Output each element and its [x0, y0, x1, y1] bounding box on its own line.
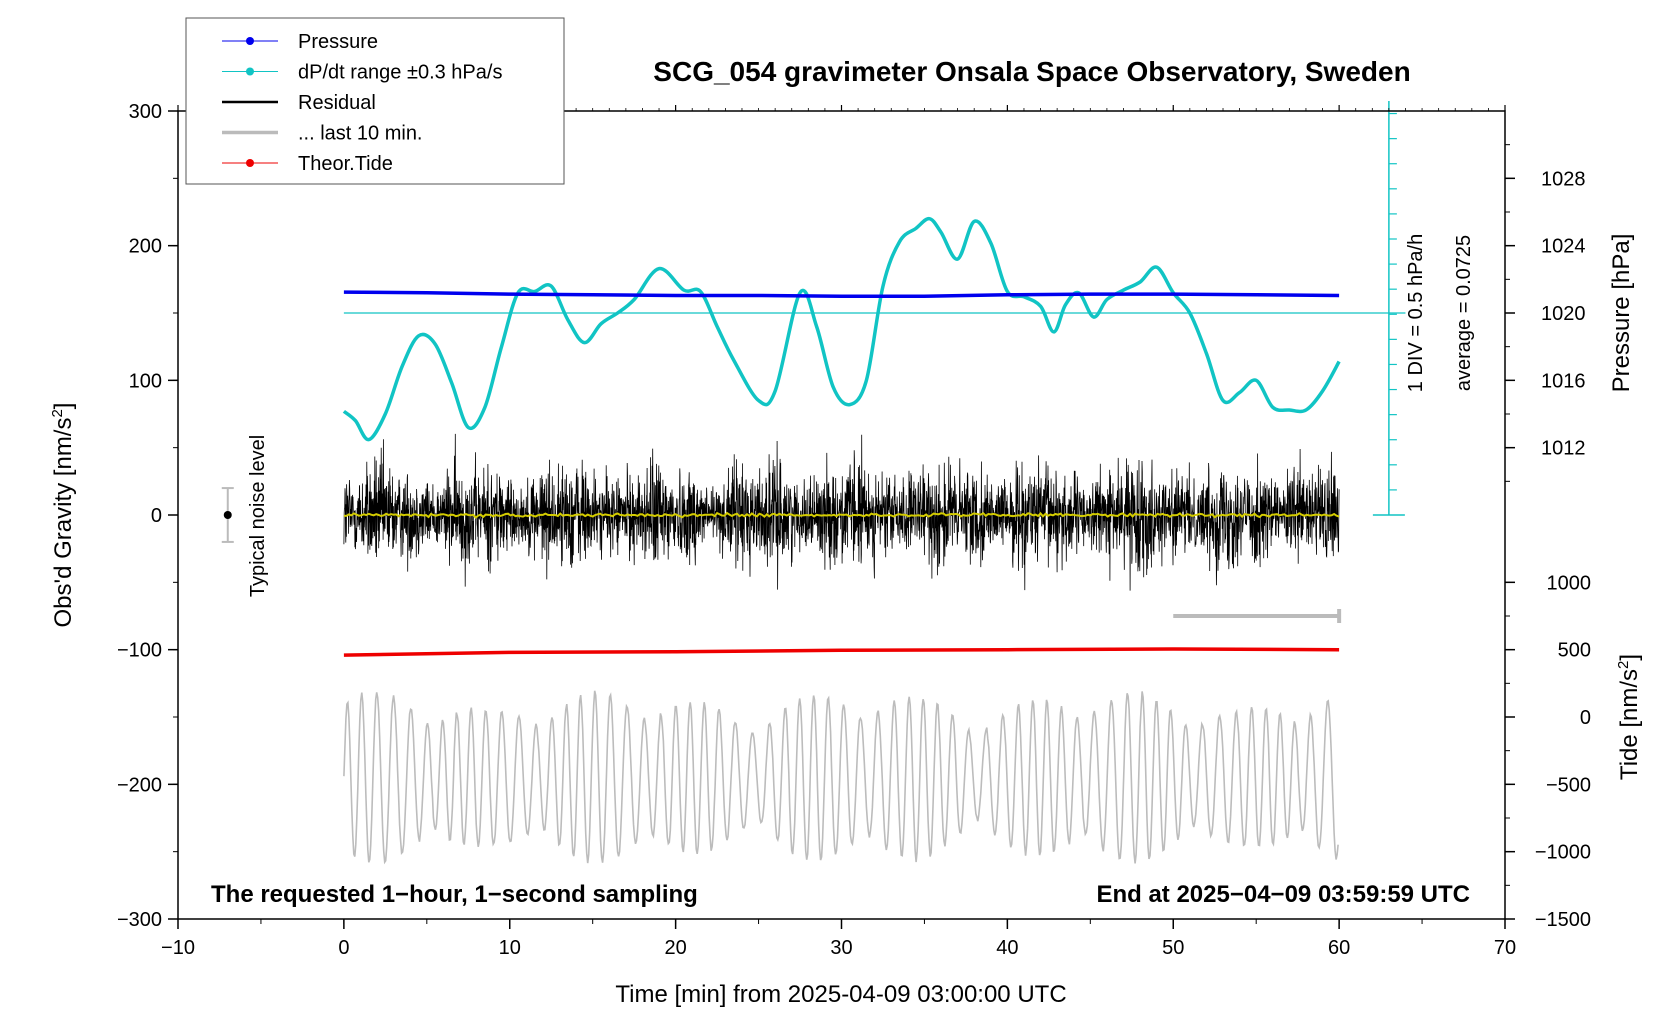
x-tick-label: −10	[161, 937, 195, 959]
x-axis-title: Time [min] from 2025-04-09 03:00:00 UTC	[615, 981, 1066, 1008]
legend-label: Pressure	[298, 31, 378, 53]
legend-swatch-marker	[246, 37, 254, 45]
pressure-tick-label: 1020	[1541, 303, 1586, 325]
x-tick-label: 40	[996, 937, 1018, 959]
tide-tick-label: −1500	[1535, 909, 1591, 931]
y-tick-label: −200	[117, 774, 162, 796]
legend-label: ... last 10 min.	[298, 123, 423, 145]
y-tick-label: 0	[151, 505, 162, 527]
x-tick-label: 0	[338, 937, 349, 959]
chart-title: SCG_054 gravimeter Onsala Space Observat…	[653, 56, 1410, 87]
x-tick-label: 30	[830, 937, 852, 959]
x-tick-label: 50	[1162, 937, 1184, 959]
pressure-tick-label: 1012	[1541, 438, 1586, 460]
legend-item: Residual	[222, 92, 376, 114]
pressure-tick-label: 1016	[1541, 370, 1586, 392]
footer-right-note: End at 2025−04−09 03:59:59 UTC	[1096, 881, 1470, 908]
noise-level-label: Typical noise level	[247, 435, 269, 597]
legend-item: Pressure	[222, 31, 378, 53]
x-tick-label: 60	[1328, 937, 1350, 959]
tide-tick-label: 500	[1558, 640, 1591, 662]
y-tick-label: −300	[117, 909, 162, 931]
x-tick-label: 70	[1494, 937, 1516, 959]
legend-swatch-marker	[246, 67, 254, 76]
tide-tick-label: −1000	[1535, 842, 1591, 864]
legend-item: Theor.Tide	[222, 153, 393, 175]
pressure-tick-label: 1024	[1541, 236, 1586, 258]
legend-item: dP/dt range ±0.3 hPa/s	[222, 62, 502, 84]
legend-item: ... last 10 min.	[222, 123, 423, 145]
tide-tick-label: 1000	[1547, 572, 1592, 594]
average-annotation: average = 0.0725	[1453, 235, 1475, 391]
legend-label: dP/dt range ±0.3 hPa/s	[298, 62, 502, 84]
tide-tick-label: −500	[1546, 774, 1591, 796]
legend-label: Theor.Tide	[298, 153, 393, 175]
div-annotation: 1 DIV = 0.5 hPa/h	[1405, 234, 1427, 392]
tide-line	[343, 647, 1340, 657]
y-axis-title-pressure: Pressure [hPa]	[1608, 234, 1635, 393]
y-axis-title-left: Obs'd Gravity [nm/s2]	[49, 403, 77, 628]
y-tick-label: 100	[129, 370, 162, 392]
noise-level-point	[223, 511, 232, 519]
residual-line	[343, 433, 1340, 591]
y-axis-title-tide: Tide [nm/s2]	[1615, 654, 1643, 780]
y-tick-label: 200	[129, 236, 162, 258]
tide-tick-label: 0	[1580, 707, 1591, 729]
legend-label: Residual	[298, 92, 376, 114]
residual-mean-line	[343, 511, 1340, 519]
pressure-tick-label: 1028	[1541, 168, 1586, 190]
secondary-oscillation-line	[343, 690, 1339, 865]
x-tick-label: 20	[665, 937, 687, 959]
plot-area	[221, 101, 1406, 865]
pressure-line	[343, 290, 1340, 298]
axis-ticks: −10 0 10 20 30 40 50 60 703002001000−100−200−300…	[117, 101, 1591, 959]
y-tick-label: −100	[117, 640, 162, 662]
legend: Pressure dP/dt range ±0.3 hPa/s Residual..…	[185, 17, 565, 185]
x-tick-label: 10	[499, 937, 521, 959]
y-tick-label: 300	[129, 101, 162, 123]
legend-swatch-marker	[246, 159, 254, 167]
footer-left-note: The requested 1−hour, 1−second sampling	[211, 881, 698, 908]
